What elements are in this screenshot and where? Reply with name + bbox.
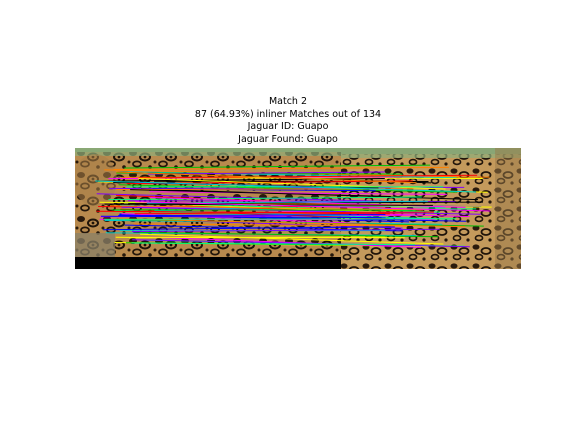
match-line	[131, 242, 416, 246]
match-visualization	[75, 148, 521, 269]
left-image-padding	[75, 257, 341, 269]
match-line	[119, 171, 457, 179]
match-line	[100, 215, 386, 219]
match-line	[124, 164, 431, 169]
match-line	[134, 211, 435, 215]
match-line	[151, 236, 421, 248]
title-jaguar-id: Jaguar ID: Guapo	[247, 121, 329, 132]
match-line	[138, 174, 478, 179]
match-lines	[95, 164, 492, 248]
title-inlier-summary: 87 (64.93%) inliner Matches out of 134	[194, 108, 382, 120]
match-line	[118, 218, 466, 228]
match-line	[132, 239, 470, 248]
match-line	[131, 228, 440, 232]
match-line	[96, 193, 383, 202]
match-line	[118, 184, 458, 193]
match-line	[113, 166, 449, 170]
match-line	[140, 233, 444, 245]
match-line	[139, 231, 439, 238]
title-match-number: Match 2	[268, 96, 308, 107]
match-line	[108, 196, 422, 201]
match-line	[121, 206, 481, 215]
match-line	[130, 189, 391, 197]
match-line	[97, 178, 385, 182]
match-line	[103, 226, 395, 231]
match-line	[116, 171, 417, 184]
match-line	[133, 223, 408, 227]
match-line	[149, 191, 447, 195]
match-line	[135, 201, 491, 212]
match-image-axes	[75, 148, 521, 269]
match-line	[104, 218, 457, 220]
match-line	[118, 214, 386, 217]
figure-title: Match 2 87 (64.93%) inliner Matches out …	[0, 96, 576, 146]
title-jaguar-found: Jaguar Found: Guapo	[238, 133, 338, 145]
match-line	[95, 180, 477, 193]
match-line	[109, 205, 424, 211]
match-line	[147, 171, 385, 175]
